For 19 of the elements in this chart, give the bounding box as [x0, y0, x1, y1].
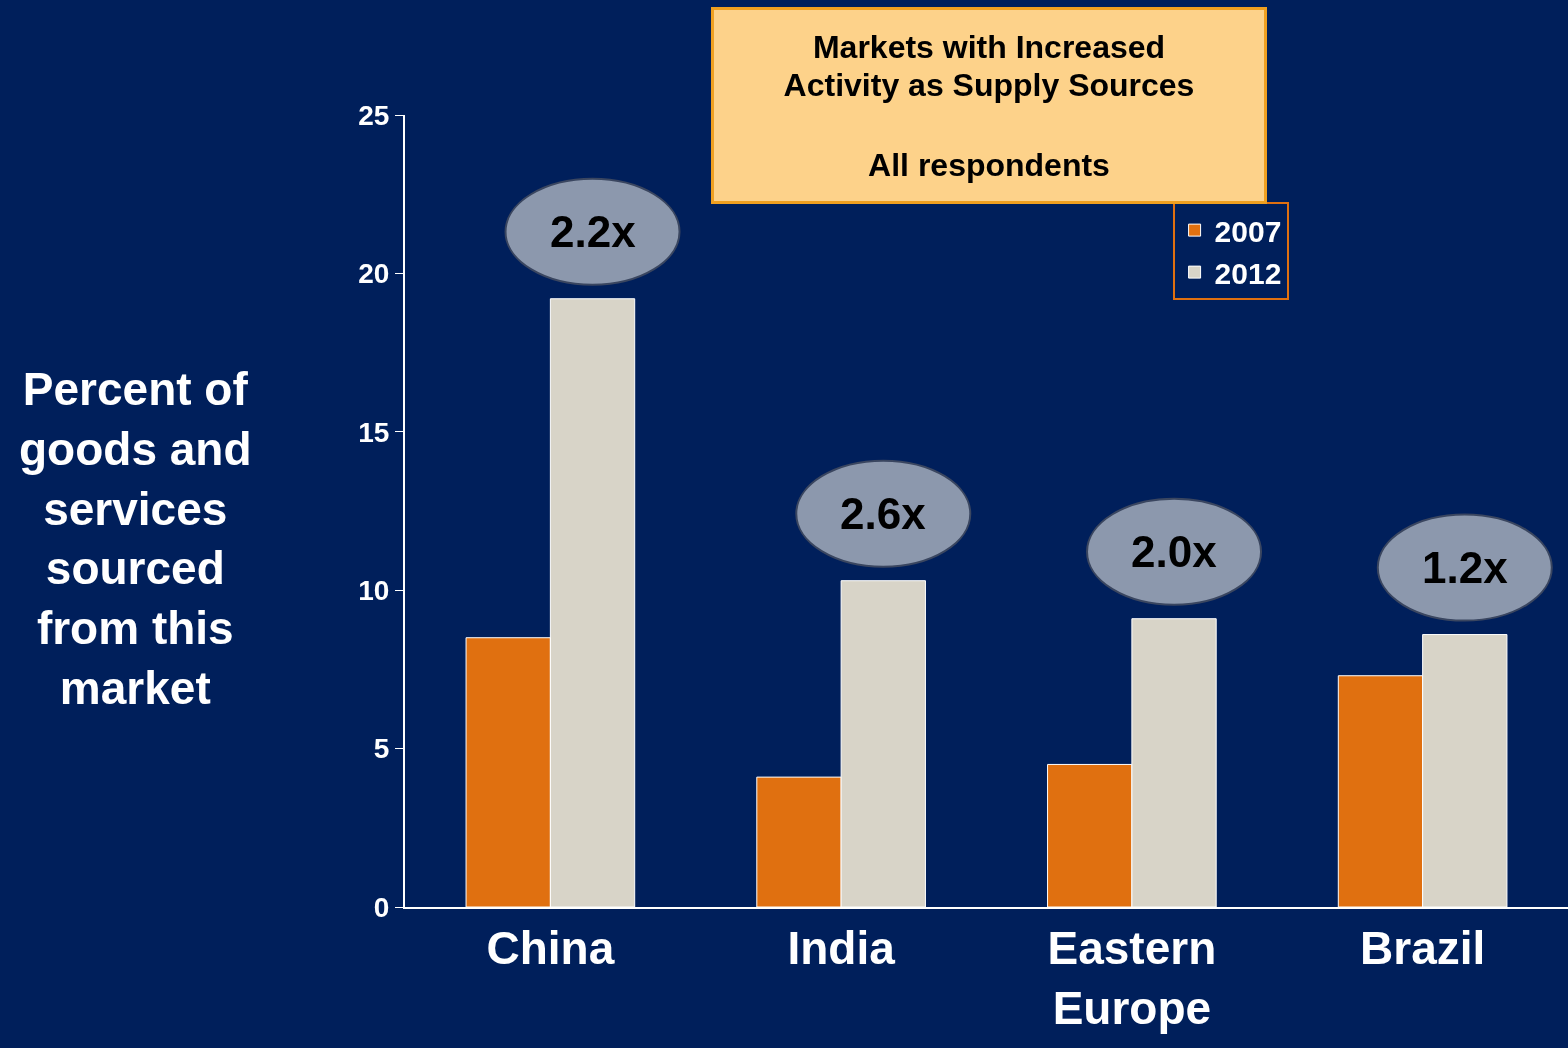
y-tick-label: 20	[358, 258, 390, 290]
y-tick-label: 5	[373, 733, 390, 765]
y-tick-label: 10	[358, 575, 390, 606]
y-tick-label: 25	[358, 99, 390, 131]
title-box: Markets with Increased Activity as Supply Sources All respondents	[711, 7, 1267, 204]
annotation: 2.2x	[550, 207, 637, 256]
chart-title: Markets with Increased Activity as Supply Sources	[782, 28, 1196, 104]
x-tick-label: Eastern Europe	[1047, 922, 1217, 1034]
x-tick-label: Brazil	[1360, 922, 1486, 975]
y-axis-title: Percent of goods and services sourced from this market	[19, 363, 252, 714]
legend-label: 2007	[1214, 214, 1282, 248]
x-tick-label: China	[486, 922, 615, 975]
x-tick-label: India	[787, 922, 896, 975]
y-tick-label: 15	[358, 416, 390, 448]
annotation: 2.0x	[1131, 527, 1218, 576]
y-tick-label: 0	[373, 891, 390, 923]
annotation: 2.6x	[840, 489, 927, 538]
annotation: 1.2x	[1422, 543, 1509, 592]
legend-label: 2012	[1214, 256, 1282, 290]
